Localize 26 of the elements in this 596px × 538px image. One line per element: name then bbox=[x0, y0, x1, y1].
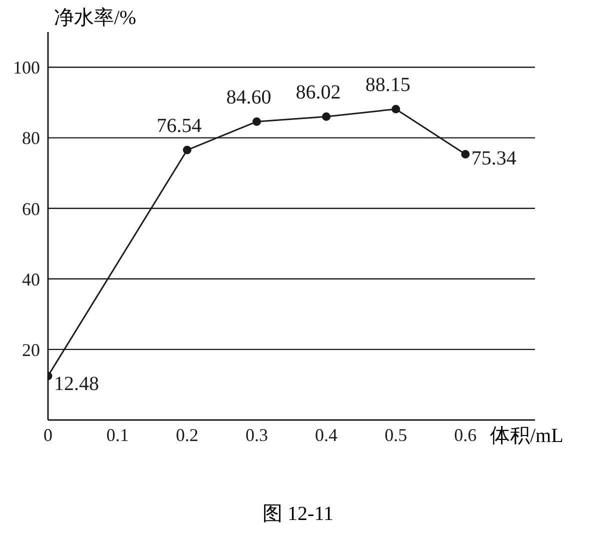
data-label: 12.48 bbox=[54, 372, 99, 395]
x-tick-label: 0.1 bbox=[106, 424, 129, 445]
data-label: 75.34 bbox=[471, 147, 516, 170]
x-tick-label: 0.2 bbox=[176, 424, 198, 445]
y-tick-label: 20 bbox=[22, 340, 40, 360]
y-axis-title: 净水率/% bbox=[54, 6, 136, 31]
data-label: 86.02 bbox=[296, 82, 341, 104]
x-tick-label: 0.5 bbox=[384, 424, 408, 445]
point bbox=[392, 104, 400, 114]
point bbox=[461, 150, 470, 159]
point bbox=[322, 112, 331, 121]
caption: 图 12-11 bbox=[262, 502, 334, 527]
data-label: 88.15 bbox=[365, 74, 410, 96]
x-tick-label: 0.4 bbox=[315, 424, 338, 445]
y-tick-label: 60 bbox=[22, 198, 40, 219]
x-tick-label: 0 bbox=[44, 424, 52, 445]
y-tick-label: 100 bbox=[13, 58, 40, 78]
x-tick-label: 0.6 bbox=[454, 424, 477, 445]
x-axis-title: 体积/mL bbox=[490, 424, 564, 449]
x-tick-label: 0.3 bbox=[245, 424, 268, 445]
point bbox=[182, 146, 192, 154]
data-label: 84.60 bbox=[226, 86, 272, 109]
point bbox=[252, 117, 261, 126]
data-label: 76.54 bbox=[156, 115, 202, 138]
y-tick-label: 80 bbox=[22, 128, 40, 148]
y-tick-label: 40 bbox=[22, 269, 40, 290]
